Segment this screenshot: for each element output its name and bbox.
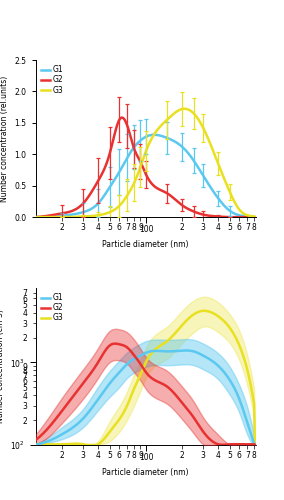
Legend: G1, G2, G3: G1, G2, G3 (39, 64, 64, 96)
X-axis label: Particle diameter (nm): Particle diameter (nm) (102, 240, 189, 249)
Y-axis label: Number concentration (cm-3): Number concentration (cm-3) (0, 310, 5, 424)
Y-axis label: Number concentration (rel.units): Number concentration (rel.units) (0, 76, 9, 202)
Legend: G1, G2, G3: G1, G2, G3 (39, 292, 64, 324)
X-axis label: Particle diameter (nm): Particle diameter (nm) (102, 468, 189, 477)
